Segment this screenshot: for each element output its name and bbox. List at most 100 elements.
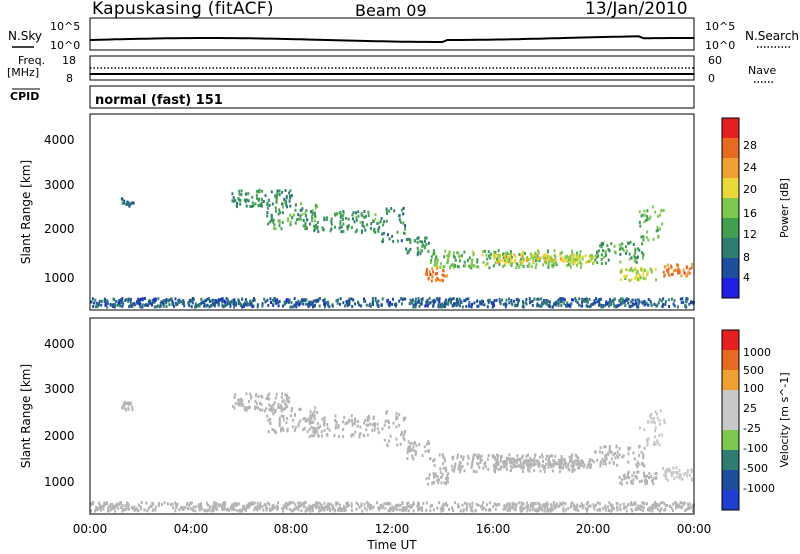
scatter-cell-band-11 [619, 269, 622, 273]
scatter-cell-band-6 [467, 456, 470, 460]
scatter-cell-band-8 [512, 459, 515, 463]
scatter-cell-band-13 [575, 508, 578, 512]
scatter-cell-band-13 [344, 507, 347, 510]
scatter-cell-band-6 [483, 462, 486, 466]
scatter-cell-band-13 [377, 506, 380, 510]
scatter-cell-band-13 [292, 508, 295, 512]
scatter-cell-band-1 [288, 199, 291, 203]
scatter-cell-band-5 [413, 238, 416, 242]
scatter-cell-band-13 [138, 302, 141, 306]
scatter-cell-band-13 [463, 299, 466, 303]
scatter-cell-band-8 [590, 463, 593, 467]
scatter-cell-band-13 [486, 305, 489, 309]
scatter-cell-band-3 [363, 225, 366, 229]
scatter-cell-band-13 [136, 509, 139, 512]
scatter-cell-band-6 [562, 466, 564, 470]
scatter-cell-band-13 [295, 301, 298, 305]
scatter-cell-band-13 [358, 505, 361, 509]
scatter-cell-band-3 [321, 417, 324, 421]
scatter-cell-band-2 [285, 421, 288, 425]
scatter-cell-band-11 [655, 472, 658, 476]
scatter-cell-band-13 [518, 501, 521, 505]
scatter-cell-band-13 [253, 508, 256, 512]
scatter-cell-band-9 [640, 450, 643, 454]
scatter-cell-band-8 [521, 261, 524, 265]
scatter-cell-band-2 [272, 218, 275, 222]
scatter-cell-band-13 [630, 501, 633, 505]
scatter-cell-band-13 [625, 298, 627, 302]
scatter-cell-band-13 [586, 304, 589, 308]
scatter-cell-band-13 [648, 509, 651, 512]
scatter-cell-band-13 [91, 501, 94, 505]
power-ytick-4000: 4000 [44, 133, 75, 147]
scatter-cell-band-6 [502, 256, 505, 260]
scatter-cell-band-1 [234, 402, 237, 406]
scatter-cell-band-13 [297, 508, 300, 512]
scatter-cell-band-13 [143, 508, 146, 512]
scatter-cell-band-2 [309, 210, 312, 214]
scatter-cell-band-13 [232, 504, 235, 507]
scatter-cell-band-3 [372, 417, 375, 421]
scatter-cell-band-8 [571, 258, 574, 262]
scatter-cell-band-2 [314, 203, 317, 207]
scatter-cell-band-9 [633, 457, 636, 461]
scatter-cell-band-2 [299, 208, 302, 212]
scatter-cell-band-1 [262, 200, 265, 203]
scatter-cell-band-4 [386, 233, 389, 237]
scatter-cell-band-3 [347, 217, 350, 221]
scatter-cell-band-11 [626, 481, 629, 485]
scatter-cell-band-13 [226, 302, 229, 306]
scatter-cell-band-6 [429, 261, 432, 264]
scatter-cell-band-12 [680, 274, 683, 278]
scatter-cell-band-6 [498, 262, 501, 266]
scatter-cell-band-11 [633, 471, 636, 475]
scatter-cell-band-7 [444, 481, 447, 485]
scatter-cell-band-10 [660, 209, 663, 213]
scatter-cell-band-13 [680, 301, 683, 305]
time-tick-2: 08:00 [274, 522, 309, 536]
scatter-cell-band-13 [412, 303, 415, 307]
scatter-cell-band-1 [238, 198, 241, 202]
scatter-cell-band-13 [141, 305, 144, 309]
scatter-cell-band-13 [307, 305, 310, 309]
scatter-cell-band-1 [255, 393, 258, 396]
scatter-cell-band-13 [442, 503, 445, 507]
scatter-cell-band-13 [463, 501, 466, 505]
scatter-cell-band-8 [577, 462, 579, 465]
scatter-cell-band-1 [238, 189, 241, 193]
scatter-cell-band-13 [458, 297, 461, 301]
scatter-cell-band-1 [235, 204, 238, 208]
scatter-cell-band-2 [309, 410, 312, 414]
scatter-cell-band-13 [169, 503, 172, 507]
scatter-cell-band-0 [132, 201, 135, 205]
scatter-cell-band-13 [94, 298, 97, 302]
scatter-cell-band-6 [498, 256, 501, 259]
scatter-cell-band-6 [533, 255, 536, 259]
scatter-cell-band-6 [502, 265, 504, 268]
scatter-cell-band-6 [473, 470, 476, 474]
scatter-cell-band-13 [338, 508, 341, 512]
scatter-cell-band-1 [232, 404, 235, 408]
scatter-cell-band-13 [91, 297, 94, 301]
scatter-cell-band-13 [668, 305, 670, 308]
scatter-cell-band-6 [432, 252, 435, 256]
scatter-cell-band-3 [342, 420, 345, 424]
scatter-cell-band-3 [313, 229, 316, 232]
scatter-cell-band-13 [155, 305, 158, 309]
scatter-cell-band-1 [238, 398, 241, 402]
scatter-cell-band-10 [654, 429, 657, 433]
scatter-cell-band-13 [471, 509, 474, 513]
scatter-cell-band-13 [241, 305, 244, 309]
scatter-cell-band-8 [547, 459, 550, 463]
scatter-cell-band-6 [555, 263, 558, 267]
scatter-cell-band-13 [156, 304, 159, 308]
scatter-cell-band-8 [580, 463, 583, 467]
scatter-cell-band-5 [409, 247, 412, 251]
scatter-cell-band-12 [685, 265, 688, 269]
scatter-cell-band-8 [559, 461, 562, 465]
scatter-cell-band-13 [343, 508, 346, 512]
scatter-cell-band-13 [661, 500, 664, 504]
scatter-cell-band-8 [583, 463, 586, 467]
scatter-cell-band-3 [334, 414, 337, 418]
scatter-cell-band-4 [386, 212, 388, 216]
